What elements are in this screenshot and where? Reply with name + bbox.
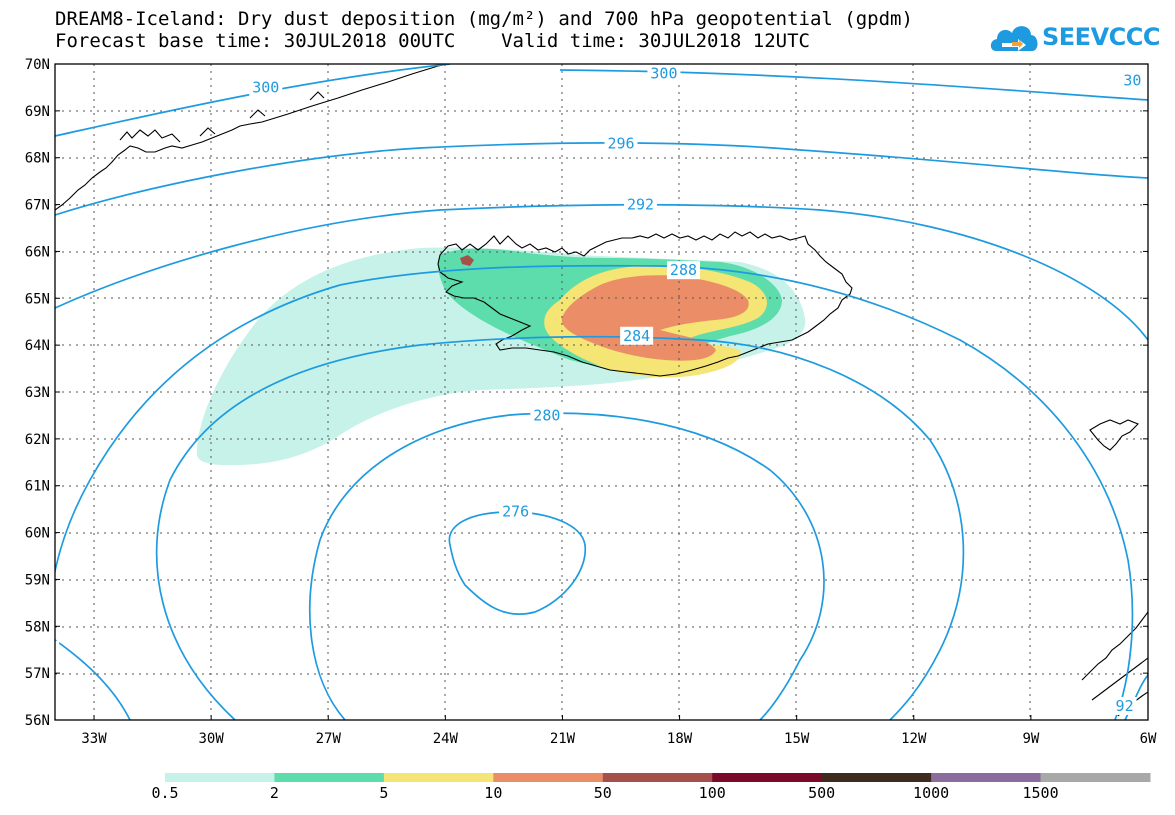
map-subtitle: Forecast base time: 30JUL2018 00UTC Vali… (55, 30, 810, 52)
coastlines (55, 64, 1148, 717)
legend-label: 500 (808, 784, 835, 802)
legend-label: 10 (484, 784, 502, 802)
lon-label: 30W (198, 731, 224, 747)
lon-label: 12W (901, 731, 927, 747)
lat-label: 62N (25, 432, 50, 448)
contour-292-sw (55, 639, 131, 720)
legend-swatch (383, 773, 494, 782)
contour-label: 92 (38, 641, 56, 659)
contour-label: 92 (1116, 697, 1134, 715)
lon-label: 21W (550, 731, 576, 747)
greenland-inlets (119, 91, 325, 143)
contour-label: 276 (502, 502, 529, 520)
lat-label: 63N (25, 385, 50, 401)
contour-276 (448, 511, 586, 616)
contour-label: 284 (623, 327, 650, 345)
logo-text: SEEVCCC (1042, 23, 1161, 51)
contour-label-bg (530, 406, 564, 425)
legend-swatch (1040, 773, 1151, 782)
contour-296 (55, 142, 1148, 216)
lon-label: 6W (1140, 731, 1157, 747)
contour-292-se (1124, 674, 1148, 720)
contour-label: 288 (670, 261, 697, 279)
lat-label: 56N (25, 713, 50, 729)
faroe-coast (1089, 419, 1139, 451)
lat-label: 70N (25, 57, 50, 73)
dust-area-50 (460, 255, 474, 266)
legend-swatch (274, 773, 385, 782)
contour-label: 30 (1123, 71, 1141, 89)
contour-label-bg (647, 64, 681, 83)
lon-label: 15W (784, 731, 810, 747)
greenland-coast (55, 64, 449, 211)
lat-label: 61N (25, 479, 50, 495)
cloud-icon (990, 26, 1038, 51)
legend-label: 50 (594, 784, 612, 802)
lat-label: 57N (25, 666, 50, 682)
lon-label: 33W (81, 731, 107, 747)
lat-label: 58N (25, 619, 50, 635)
legend-label: 1000 (913, 784, 949, 802)
lat-label: 67N (25, 198, 50, 214)
contour-label-bg (620, 326, 654, 345)
contour-label-bg (55, 640, 60, 659)
axis-ticks (55, 63, 1149, 721)
legend-label: 1500 (1022, 784, 1058, 802)
contour-labels: 300 300 30 296 292 288 284 280 276 92 92 (38, 64, 1145, 715)
lon-label: 18W (667, 731, 693, 747)
contour-280 (308, 412, 825, 720)
contour-label: 280 (533, 406, 560, 424)
contour-label: 292 (627, 196, 654, 214)
contour-288 (55, 264, 1134, 720)
legend-swatch (931, 773, 1042, 782)
latitude-labels: 70N 69N 68N 67N 66N 65N 64N 63N 62N 61N 60N 59N 58N 5… (25, 57, 50, 729)
contour-label-bg (499, 502, 533, 521)
legend-label: 5 (379, 784, 388, 802)
contour-label: 300 (252, 78, 279, 96)
contour-292 (55, 203, 1148, 341)
geopotential-contours (55, 64, 1148, 720)
legend-swatch (165, 773, 275, 782)
contour-label-bg (1112, 696, 1137, 715)
legend-label: 100 (699, 784, 726, 802)
dust-deposition-fill (196, 247, 806, 466)
lon-label: 27W (316, 731, 342, 747)
lat-label: 60N (25, 526, 50, 542)
longitude-labels: 33W 30W 27W 24W 21W 18W 15W 12W 9W 6W (81, 731, 1157, 747)
contour-label: 296 (607, 135, 634, 153)
lat-label: 65N (25, 291, 50, 307)
legend-label: 2 (270, 784, 279, 802)
contour-label: 300 (650, 64, 677, 82)
contour-label-bg (666, 261, 700, 280)
map-title: DREAM8-Iceland: Dry dust deposition (mg/… (55, 8, 913, 30)
contour-300 (55, 64, 451, 137)
lat-label: 68N (25, 151, 50, 167)
legend-swatch (712, 773, 823, 782)
contour-label-bg (249, 78, 283, 97)
dust-area-10 (561, 275, 749, 361)
lon-label: 9W (1022, 731, 1039, 747)
seevccc-logo: SEEVCCC (988, 15, 1161, 59)
graticule (55, 64, 1148, 720)
contour-label-bg (624, 195, 658, 214)
lat-label: 64N (25, 338, 50, 354)
lat-label: 59N (25, 572, 50, 588)
legend-swatch (602, 773, 713, 782)
lat-label: 66N (25, 244, 50, 260)
legend-swatch (821, 773, 932, 782)
lon-label: 24W (433, 731, 459, 747)
contour-label-bg (1120, 71, 1145, 90)
contour-label-bg (604, 134, 638, 153)
color-legend: 0.5 2 5 10 50 100 500 1000 1500 (151, 773, 1151, 802)
legend-label: 0.5 (151, 784, 178, 802)
legend-swatch (493, 773, 604, 782)
lat-label: 69N (25, 104, 50, 120)
